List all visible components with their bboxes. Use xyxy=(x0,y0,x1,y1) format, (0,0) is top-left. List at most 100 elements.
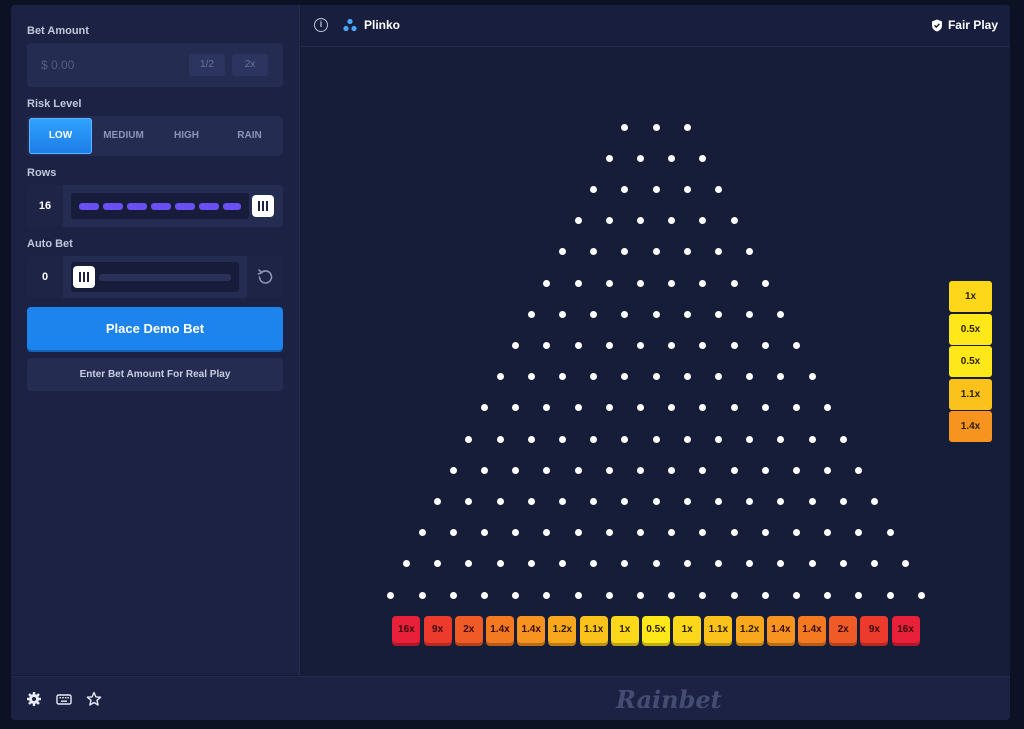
peg xyxy=(590,310,598,318)
peg xyxy=(761,529,769,537)
rows-slider-track[interactable] xyxy=(71,193,249,219)
keyboard-icon[interactable] xyxy=(56,691,72,707)
peg xyxy=(714,373,722,381)
peg xyxy=(590,435,598,443)
peg xyxy=(527,310,535,318)
peg xyxy=(496,560,504,568)
peg xyxy=(668,466,676,474)
risk-option-medium[interactable]: MEDIUM xyxy=(103,130,144,141)
bet-sidebar: Bet Amount $ 0.00 1/2 2x Risk Level LOW … xyxy=(11,5,300,675)
multiplier-bucket: 9x xyxy=(860,616,889,646)
auto-bet-panel: 0 xyxy=(27,256,283,298)
bet-amount-input[interactable]: $ 0.00 1/2 2x xyxy=(27,43,283,87)
multiplier-bucket: 1.1x xyxy=(579,616,608,646)
peg xyxy=(870,497,878,505)
footer-bar: Rainbet xyxy=(11,676,1010,720)
place-demo-bet-button[interactable]: Place Demo Bet xyxy=(27,307,283,350)
peg xyxy=(558,373,566,381)
rows-slider-handle[interactable] xyxy=(252,195,274,217)
peg xyxy=(621,373,629,381)
peg xyxy=(839,435,847,443)
peg xyxy=(714,560,722,568)
peg xyxy=(605,404,613,412)
peg xyxy=(512,591,520,599)
peg xyxy=(621,310,629,318)
peg xyxy=(683,185,691,193)
multiplier-bucket: 1.1x xyxy=(704,616,733,646)
shield-check-icon xyxy=(931,19,942,31)
multiplier-bucket: 2x xyxy=(829,616,858,646)
peg xyxy=(527,497,535,505)
peg xyxy=(558,497,566,505)
peg xyxy=(714,248,722,256)
peg xyxy=(480,466,488,474)
half-bet-button[interactable]: 1/2 xyxy=(189,54,225,76)
peg xyxy=(699,279,707,287)
peg xyxy=(824,591,832,599)
recent-result-badge: 0.5x xyxy=(949,313,992,345)
peg xyxy=(465,497,473,505)
multiplier-bucket: 1.4x xyxy=(766,616,795,646)
peg xyxy=(574,279,582,287)
peg xyxy=(855,466,863,474)
rows-slider-panel: 16 xyxy=(27,185,283,227)
peg xyxy=(808,435,816,443)
info-icon[interactable]: i xyxy=(314,18,328,32)
gear-icon[interactable] xyxy=(26,691,42,707)
reset-icon xyxy=(257,269,273,284)
risk-option-rain[interactable]: RAIN xyxy=(237,130,262,141)
peg xyxy=(761,404,769,412)
rows-label: Rows xyxy=(27,167,57,179)
rows-slider-segment xyxy=(103,203,123,210)
peg xyxy=(590,560,598,568)
peg xyxy=(434,497,442,505)
peg xyxy=(558,310,566,318)
peg xyxy=(496,373,504,381)
peg xyxy=(636,404,644,412)
peg xyxy=(636,217,644,225)
peg xyxy=(636,466,644,474)
peg xyxy=(855,591,863,599)
peg xyxy=(683,497,691,505)
bet-amount-label: Bet Amount xyxy=(27,25,89,37)
reset-button[interactable] xyxy=(247,256,283,298)
peg xyxy=(683,560,691,568)
peg xyxy=(730,466,738,474)
peg xyxy=(808,560,816,568)
peg xyxy=(652,310,660,318)
peg xyxy=(792,341,800,349)
peg xyxy=(449,591,457,599)
multiplier-bucket: 1.4x xyxy=(486,616,514,646)
peg xyxy=(543,404,551,412)
peg xyxy=(574,217,582,225)
double-bet-button[interactable]: 2x xyxy=(232,54,268,76)
peg xyxy=(480,404,488,412)
peg xyxy=(512,404,520,412)
fair-play-button[interactable]: Fair Play xyxy=(931,18,998,32)
peg xyxy=(652,560,660,568)
auto-bet-slider-handle[interactable] xyxy=(73,266,95,288)
peg xyxy=(839,560,847,568)
fair-play-label: Fair Play xyxy=(947,18,998,32)
peg xyxy=(652,435,660,443)
auto-bet-slider-bar xyxy=(99,274,231,281)
peg xyxy=(746,497,754,505)
risk-option-high[interactable]: HIGH xyxy=(174,130,199,141)
peg xyxy=(605,529,613,537)
auto-bet-slider-track[interactable] xyxy=(71,262,239,292)
real-play-button[interactable]: Enter Bet Amount For Real Play xyxy=(27,358,283,391)
peg xyxy=(792,466,800,474)
peg xyxy=(512,341,520,349)
peg xyxy=(574,591,582,599)
peg xyxy=(730,404,738,412)
peg xyxy=(808,373,816,381)
star-icon[interactable] xyxy=(86,691,102,707)
peg xyxy=(590,185,598,193)
peg xyxy=(730,217,738,225)
peg xyxy=(574,466,582,474)
peg xyxy=(886,591,894,599)
peg xyxy=(527,435,535,443)
peg xyxy=(480,529,488,537)
risk-option-low[interactable]: LOW xyxy=(29,118,92,154)
multiplier-bucket: 0.5x xyxy=(642,616,670,646)
